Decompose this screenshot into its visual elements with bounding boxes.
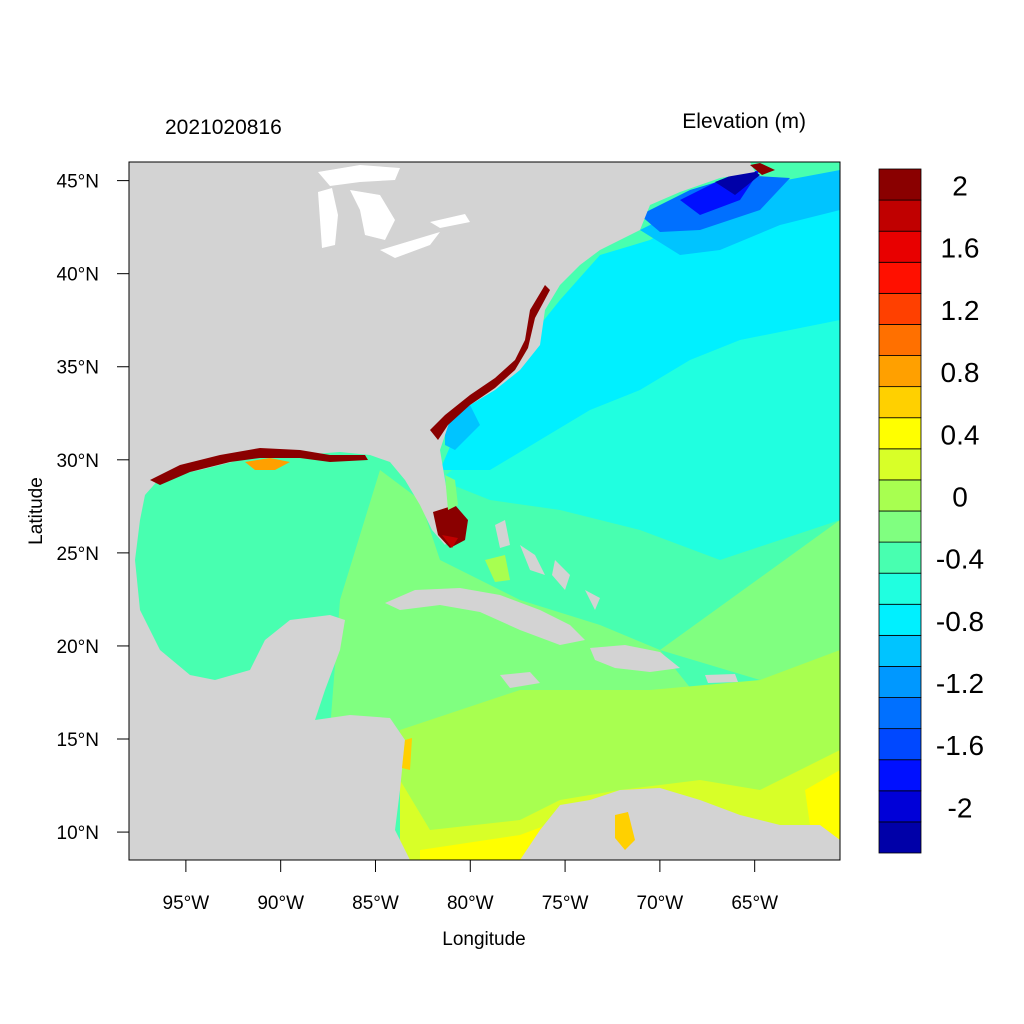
colorbar-tick-label: -1.6: [936, 730, 984, 761]
south-america-land: [520, 788, 840, 860]
colorbar-swatch: [878, 572, 922, 605]
x-axis: 95°W 90°W 85°W 80°W 75°W 70°W 65°W: [163, 860, 778, 914]
x-tick-label: 90°W: [257, 893, 304, 914]
lake-erie: [380, 232, 440, 258]
y-tick-label: 40°N: [57, 265, 99, 286]
colorbar-swatch: [878, 728, 922, 761]
x-axis-label: Longitude: [442, 929, 525, 950]
colorbar-tick-label: 0.4: [941, 419, 980, 450]
x-tick-label: 80°W: [447, 893, 494, 914]
colorbar-swatch: [878, 230, 922, 263]
map-panel: [129, 162, 840, 860]
colorbar-swatch: [878, 479, 922, 512]
colorbar-tick-label: -1.2: [936, 668, 984, 699]
colorbar-tick-label: -0.8: [936, 606, 984, 637]
lake-huron: [350, 190, 395, 240]
bahamas-bank: [485, 555, 510, 582]
colorbar-swatch: [878, 790, 922, 823]
honduras-coast: [402, 738, 412, 770]
colorbar-swatch: [878, 386, 922, 419]
lake-ontario: [430, 214, 470, 228]
y-tick-label: 10°N: [57, 823, 99, 844]
east-coast-surge: [750, 163, 775, 175]
colorbar-swatch: [878, 355, 922, 388]
colorbar-swatch: [878, 199, 922, 232]
colorbar-swatch: [878, 759, 922, 792]
colorbar-swatch: [878, 448, 922, 481]
timestamp-label: 2021020816: [165, 116, 282, 139]
maracaibo-lake: [615, 812, 635, 850]
colorbar-tick-label: 0: [952, 481, 968, 512]
cuba-land: [385, 588, 585, 645]
colorbar: 2 1.6 1.2 0.8 0.4 0 -0.4 -0.8 -1.2 -1.6 -2: [878, 168, 984, 854]
y-tick-label: 25°N: [57, 544, 99, 565]
colorbar-tick-label: 1.2: [941, 295, 980, 326]
florida-surge: [442, 535, 458, 548]
lake-michigan: [318, 188, 338, 248]
colorbar-tick-label: -0.4: [936, 544, 984, 575]
x-tick-label: 75°W: [542, 893, 589, 914]
puerto-rico-land: [705, 674, 738, 683]
y-tick-label: 35°N: [57, 358, 99, 379]
colorbar-tick-label: 2: [952, 171, 968, 202]
jamaica-land: [500, 672, 540, 688]
y-axis-label: Latitude: [26, 477, 47, 545]
colorbar-swatch: [878, 634, 922, 667]
east-coast-surge: [430, 285, 550, 440]
colorbar-swatch: [878, 417, 922, 450]
hispaniola-land: [590, 645, 680, 672]
ocean-zone-brightcyan: [440, 170, 840, 470]
ocean-zone-darkblue: [715, 168, 760, 195]
y-tick-label: 30°N: [57, 451, 99, 472]
y-tick-label: 45°N: [57, 172, 99, 193]
colorbar-swatch: [878, 510, 922, 543]
florida-coast-green: [445, 475, 458, 510]
colorbar-swatch: [878, 603, 922, 636]
gulf-coast-surge: [245, 458, 290, 470]
bahamas-islands: [495, 520, 600, 610]
colorbar-swatch: [878, 168, 922, 201]
lake-superior: [318, 165, 400, 186]
colorbar-tick-label: -2: [948, 792, 973, 823]
colorbar-swatch: [878, 292, 922, 325]
colorbar-swatch: [878, 261, 922, 294]
x-tick-label: 65°W: [731, 893, 778, 914]
colorbar-swatch: [878, 541, 922, 574]
ocean-zone-cyan: [440, 290, 840, 560]
colorbar-tick-label: 1.6: [941, 233, 980, 264]
x-tick-label: 85°W: [352, 893, 399, 914]
x-tick-label: 70°W: [637, 893, 684, 914]
ocean-zone-green: [660, 520, 840, 680]
colorbar-swatch: [878, 821, 922, 854]
colorbar-swatch: [878, 666, 922, 698]
y-tick-label: 15°N: [57, 730, 99, 751]
variable-title: Elevation (m): [682, 110, 806, 133]
colorbar-tick-label: 0.8: [941, 357, 980, 388]
x-tick-label: 95°W: [163, 893, 210, 914]
colorbar-swatch: [878, 697, 922, 730]
gulf-coast-surge: [150, 448, 368, 485]
florida-surge: [433, 505, 468, 548]
y-tick-label: 20°N: [57, 637, 99, 658]
colorbar-swatch: [878, 324, 922, 356]
map-frame: [128, 161, 841, 861]
y-axis: 45°N 40°N 35°N 30°N 25°N 20°N 15°N 10°N: [57, 172, 129, 844]
